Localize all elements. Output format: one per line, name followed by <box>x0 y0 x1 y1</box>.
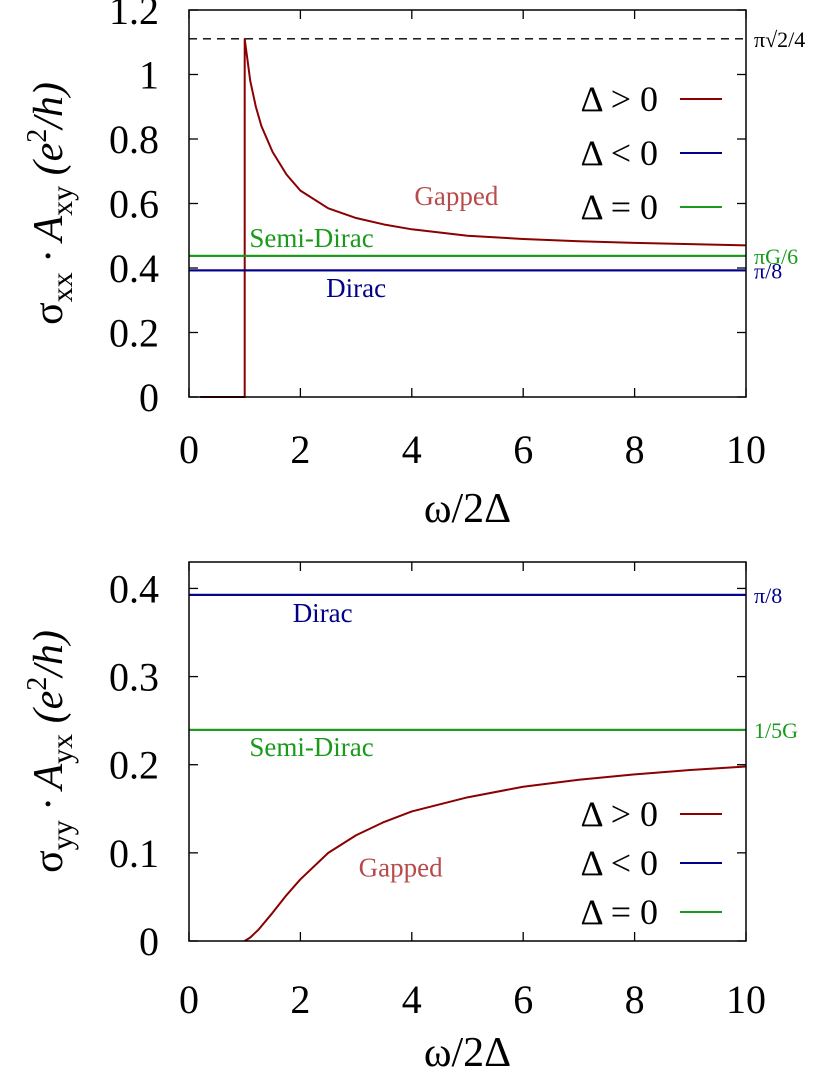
y-axis-label-part: (e <box>26 143 72 186</box>
chart-panel-top: π√2/4 πG/6π/8 0 2 4 6 8 10 0 0.2 0.4 0.6 0.8 1 1.2 Gapp… <box>22 0 805 532</box>
x-tick-label: 8 <box>625 977 645 1022</box>
x-tick-label: 2 <box>290 977 310 1022</box>
y-tick-label: 0.3 <box>109 655 159 700</box>
y-tick-label: 0.4 <box>109 246 159 291</box>
y-axis-label-part: xx <box>46 272 79 302</box>
curve-label: Dirac <box>293 598 353 628</box>
y-axis-label-part: yx <box>46 734 79 764</box>
y-axis-label: σxx · Axy (e2/h) <box>22 82 79 325</box>
curve-label: Gapped <box>414 181 498 211</box>
x-tick-label: 0 <box>179 427 199 472</box>
reference-line-label: π/8 <box>754 583 782 608</box>
legend-label: Δ > 0 <box>581 79 658 119</box>
y-tick-label: 0.6 <box>109 182 159 227</box>
legend-label: Δ = 0 <box>581 892 658 932</box>
y-axis-label-part: · A <box>26 764 72 821</box>
y-tick-label: 0 <box>139 919 159 964</box>
legend-label: Δ < 0 <box>581 843 658 883</box>
y-tick-label: 0.8 <box>109 117 159 162</box>
y-axis-label-part: 2 <box>22 129 53 143</box>
chart-panel-bottom: π/8 1/5G 0 2 4 6 8 10 0 0.1 0.2 0.3 0.4 Dirac Semi-Dir… <box>22 561 798 1070</box>
y-axis-label-part: /h) <box>26 630 72 679</box>
y-tick-label: 0.2 <box>109 311 159 356</box>
curve-label: Semi-Dirac <box>249 223 373 253</box>
y-axis-label-part: yy <box>46 820 79 850</box>
reference-line-label: 1/5G <box>754 718 798 743</box>
y-axis-label-part: /h) <box>26 82 72 131</box>
x-tick-label: 4 <box>402 977 422 1022</box>
x-tick-label: 10 <box>726 977 766 1022</box>
x-tick-label: 6 <box>513 977 533 1022</box>
y-tick-label: 0.2 <box>109 743 159 788</box>
y-axis-label-part: 2 <box>22 677 53 691</box>
x-axis-label: ω/2Δ <box>424 1030 511 1070</box>
y-tick-label: 1 <box>139 53 159 98</box>
series-line <box>200 38 747 398</box>
y-tick-label: 0 <box>139 375 159 420</box>
reference-line-label: πG/6 <box>754 244 798 269</box>
x-axis-label: ω/2Δ <box>424 486 511 532</box>
reference-line-label: π√2/4 <box>754 27 805 52</box>
y-axis-label-part: xy <box>46 186 79 216</box>
series-line <box>244 765 747 942</box>
legend-label: Δ < 0 <box>581 133 658 173</box>
y-tick-label: 0.1 <box>109 831 159 876</box>
x-tick-label: 10 <box>726 427 766 472</box>
y-axis-label-part: σ <box>26 850 72 873</box>
x-tick-label: 8 <box>625 427 645 472</box>
legend: Δ > 0 Δ < 0 Δ = 0 <box>581 794 722 932</box>
x-tick-label: 0 <box>179 977 199 1022</box>
legend-label: Δ = 0 <box>581 187 658 227</box>
y-tick-label: 1.2 <box>109 0 159 33</box>
y-axis-label: σyy · Ayx (e2/h) <box>22 630 79 873</box>
curve-label: Dirac <box>326 273 386 303</box>
y-tick-label: 0.4 <box>109 566 159 611</box>
y-axis-label-part: σ <box>26 302 72 325</box>
y-axis-label-part: · A <box>26 216 72 273</box>
x-tick-label: 4 <box>402 427 422 472</box>
y-axis-label-part: (e <box>26 691 72 734</box>
x-tick-label: 6 <box>513 427 533 472</box>
plot-frame <box>188 561 747 942</box>
curve-label: Semi-Dirac <box>249 732 373 762</box>
x-tick-label: 2 <box>290 427 310 472</box>
legend: Δ > 0 Δ < 0 Δ = 0 <box>581 79 722 227</box>
reference-line-label: π/8 <box>754 258 782 283</box>
curve-label: Gapped <box>359 853 443 883</box>
legend-label: Δ > 0 <box>581 794 658 834</box>
